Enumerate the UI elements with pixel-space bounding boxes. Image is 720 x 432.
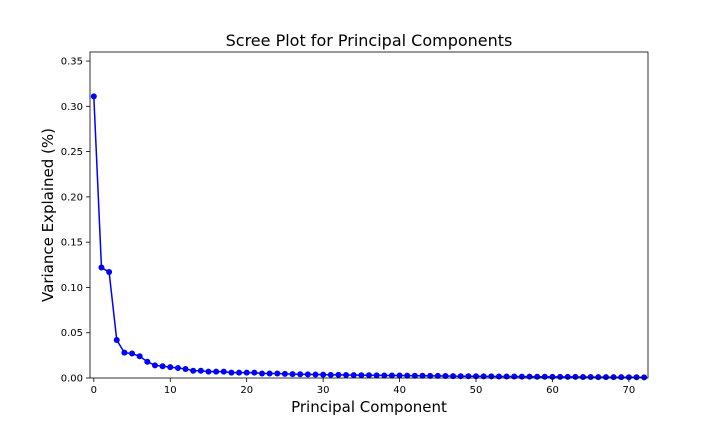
data-point bbox=[98, 264, 105, 271]
data-point bbox=[434, 372, 441, 379]
data-point bbox=[564, 373, 571, 380]
data-point bbox=[190, 367, 197, 374]
data-point bbox=[129, 350, 136, 357]
y-tick-label: 0.15 bbox=[61, 238, 83, 249]
data-point bbox=[144, 358, 151, 365]
data-point bbox=[511, 373, 518, 380]
data-point bbox=[136, 353, 143, 360]
data-point bbox=[618, 374, 625, 381]
x-tick-label: 30 bbox=[317, 385, 330, 396]
data-point bbox=[480, 373, 487, 380]
y-tick-label: 0.30 bbox=[61, 102, 83, 113]
y-tick-label: 0.20 bbox=[61, 192, 83, 203]
data-point bbox=[151, 362, 158, 369]
data-point bbox=[213, 368, 220, 375]
data-point bbox=[404, 372, 411, 379]
data-point bbox=[518, 373, 525, 380]
x-tick-label: 60 bbox=[546, 385, 559, 396]
x-tick-label: 70 bbox=[623, 385, 636, 396]
data-point bbox=[228, 369, 235, 376]
y-tick-label: 0.10 bbox=[61, 283, 83, 294]
x-tick-label: 50 bbox=[470, 385, 483, 396]
plot-area bbox=[90, 93, 648, 381]
data-point bbox=[174, 365, 181, 372]
data-point bbox=[381, 372, 388, 379]
data-point bbox=[312, 371, 319, 378]
data-point bbox=[595, 374, 602, 381]
data-point bbox=[373, 372, 380, 379]
data-point bbox=[503, 373, 510, 380]
data-point bbox=[541, 373, 548, 380]
data-point bbox=[297, 371, 304, 378]
x-tick-label: 0 bbox=[91, 385, 97, 396]
data-point bbox=[281, 370, 288, 377]
data-point bbox=[220, 368, 227, 375]
y-axis-label: Variance Explained (%) bbox=[39, 128, 57, 302]
y-tick-label: 0.00 bbox=[61, 374, 83, 385]
data-point bbox=[442, 373, 449, 380]
data-point bbox=[167, 364, 174, 371]
data-point bbox=[450, 373, 457, 380]
data-point bbox=[236, 369, 243, 376]
chart-title: Scree Plot for Principal Components bbox=[226, 31, 513, 50]
data-point bbox=[396, 372, 403, 379]
data-point bbox=[633, 374, 640, 381]
data-point bbox=[121, 349, 128, 356]
data-point bbox=[106, 269, 113, 276]
data-point bbox=[350, 372, 357, 379]
data-point bbox=[580, 374, 587, 381]
data-point bbox=[197, 367, 204, 374]
data-point bbox=[289, 371, 296, 378]
data-point bbox=[274, 370, 281, 377]
x-tick-label: 40 bbox=[393, 385, 406, 396]
data-point bbox=[572, 373, 579, 380]
x-tick-label: 20 bbox=[240, 385, 253, 396]
data-point bbox=[182, 365, 189, 372]
data-point bbox=[358, 372, 365, 379]
data-point bbox=[610, 374, 617, 381]
data-point bbox=[366, 372, 372, 379]
data-point bbox=[602, 374, 609, 381]
x-tick-label: 10 bbox=[164, 385, 177, 396]
data-point bbox=[587, 374, 594, 381]
data-point bbox=[327, 371, 334, 378]
data-point bbox=[549, 373, 556, 380]
data-point bbox=[557, 373, 564, 380]
y-tick-label: 0.25 bbox=[61, 147, 83, 158]
data-point bbox=[304, 371, 311, 378]
data-point bbox=[113, 336, 120, 343]
data-point bbox=[335, 371, 342, 378]
data-point bbox=[534, 373, 541, 380]
data-point bbox=[411, 372, 418, 379]
y-tick-label: 0.05 bbox=[61, 328, 83, 339]
data-point bbox=[488, 373, 495, 380]
y-axis-ticks: 0.00 0.05 0.10 0.15 0.20 0.25 0.30 0.35 bbox=[61, 57, 90, 385]
data-point bbox=[90, 93, 97, 100]
y-tick-label: 0.35 bbox=[61, 57, 83, 68]
data-point bbox=[343, 372, 350, 379]
data-point bbox=[495, 373, 502, 380]
axes-frame bbox=[89, 51, 649, 379]
data-point bbox=[419, 372, 426, 379]
x-axis-ticks: 0 10 20 30 40 50 60 70 bbox=[91, 378, 636, 396]
data-point bbox=[625, 374, 632, 381]
data-point bbox=[243, 369, 250, 376]
data-point bbox=[159, 363, 166, 370]
x-axis-label: Principal Component bbox=[291, 398, 447, 416]
data-point bbox=[266, 370, 273, 377]
data-point bbox=[641, 374, 648, 381]
data-point bbox=[388, 372, 395, 379]
data-point bbox=[320, 371, 327, 378]
data-point bbox=[251, 369, 258, 376]
data-point bbox=[427, 372, 434, 379]
data-point bbox=[526, 373, 533, 380]
data-point bbox=[205, 368, 212, 375]
data-point bbox=[258, 370, 265, 377]
